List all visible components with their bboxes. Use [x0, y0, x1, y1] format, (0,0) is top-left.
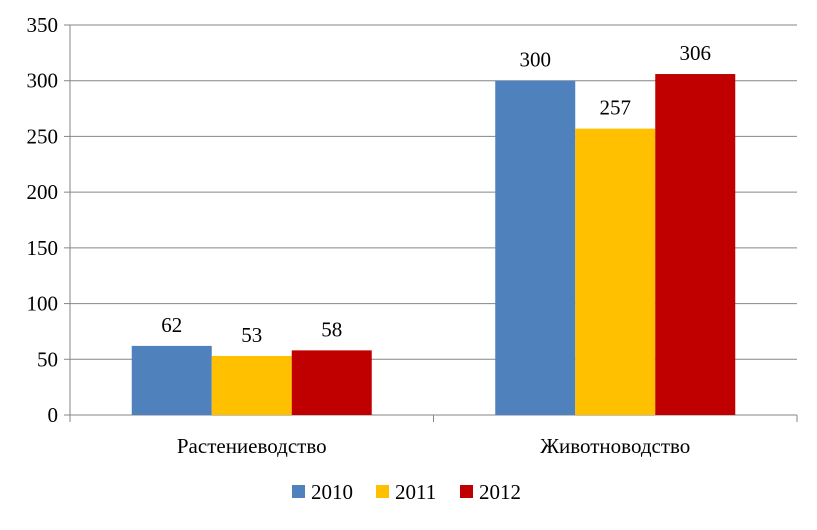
y-tick-label: 350 [27, 13, 59, 37]
bar-2011-1 [211, 355, 292, 415]
bar-2012-1 [291, 350, 372, 415]
bar-2010-2 [495, 80, 576, 415]
data-label: 300 [520, 48, 552, 72]
axes: 0 50 100 150 200 250 300 350 Растениеводство Живо… [27, 13, 798, 458]
legend: 2010 2011 2012 [292, 480, 521, 504]
y-tick-label: 250 [27, 124, 59, 148]
y-tick-label: 300 [27, 69, 59, 93]
legend-swatch [460, 485, 473, 498]
y-tick-label: 150 [27, 236, 59, 260]
data-label: 62 [161, 313, 182, 337]
bars [131, 74, 736, 416]
y-tick-label: 0 [48, 403, 59, 427]
data-label: 53 [241, 323, 262, 347]
y-tick-label: 200 [27, 180, 59, 204]
bar-2011-2 [575, 128, 656, 415]
legend-label: 2012 [479, 480, 521, 504]
bar-2012-2 [655, 74, 736, 416]
legend-label: 2011 [395, 480, 436, 504]
bar-2010-1 [131, 345, 212, 415]
x-category-label: Растениеводство [177, 434, 327, 458]
legend-swatch [292, 485, 305, 498]
x-category-label: Животноводство [540, 434, 690, 458]
data-label: 306 [680, 41, 712, 65]
data-label: 58 [321, 317, 342, 341]
y-tick-label: 100 [27, 292, 59, 316]
gridlines [70, 24, 797, 360]
data-labels: 62 53 58 300 257 306 [161, 41, 711, 347]
legend-swatch [376, 485, 389, 498]
legend-label: 2010 [311, 480, 353, 504]
y-tick-label: 50 [37, 347, 58, 371]
data-label: 257 [600, 96, 632, 120]
